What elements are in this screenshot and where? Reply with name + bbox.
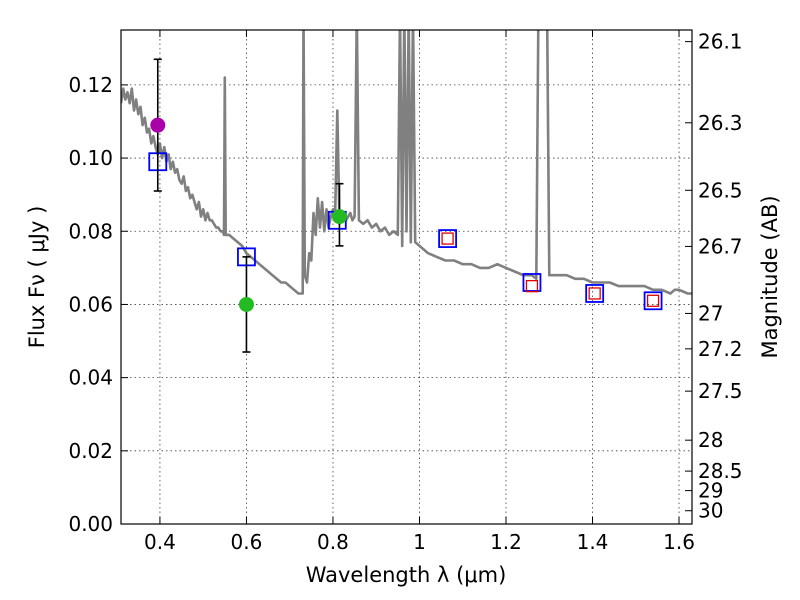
plot-frame: [120, 29, 693, 525]
mag-tick-label: 30: [698, 499, 723, 523]
y-axis-title: Flux Fν ( μJy ): [25, 206, 49, 349]
observed-point: [238, 296, 254, 312]
x-tick-label: 0.6: [231, 530, 263, 554]
y-tick-label: 0.08: [68, 219, 113, 243]
x-axis-title: Wavelength λ (μm): [306, 563, 507, 587]
y-tick-label: 0.06: [68, 292, 113, 316]
mag-tick-label: 26.5: [698, 178, 743, 202]
x-tick-label: 0.8: [317, 530, 349, 554]
observed-nir-square: [525, 279, 539, 293]
x-tick-label: 0.4: [144, 530, 176, 554]
model-photometry-square: [643, 291, 663, 311]
observed-point: [331, 209, 347, 225]
model-photometry-square: [522, 273, 542, 292]
observed-nir-square: [646, 294, 660, 307]
plot-area: [121, 30, 692, 353]
observed-nir-square: [441, 232, 454, 245]
mag-tick-label: 28: [698, 428, 723, 452]
model-photometry-square: [585, 284, 605, 303]
y-axis-right-title: Magnitude (AB): [758, 195, 782, 358]
mag-tick-label: 27.5: [698, 379, 743, 403]
mag-tick-label: 27.2: [698, 337, 743, 361]
y-tick-label: 0.04: [68, 366, 113, 390]
y-tick-label: 0.10: [68, 146, 113, 170]
x-tick-label: 1.6: [663, 530, 695, 554]
mag-tick-label: 26.7: [698, 234, 743, 258]
model-photometry-square: [438, 229, 457, 248]
axes: 0.4 0.6 0.8 1 1.2 1.4 1.6 0.00 0.02 0.04 0.06 0.08 0…: [68, 29, 743, 554]
mag-tick-label: 26.3: [698, 111, 743, 135]
mag-tick-label: 26.1: [698, 30, 743, 54]
observed-nir-square: [588, 287, 601, 300]
x-tick-label: 1.4: [577, 530, 609, 554]
spectrum-line: [121, 30, 692, 295]
observed-point: [150, 117, 166, 133]
mag-tick-label: 28.5: [698, 459, 743, 483]
x-tick-label: 1: [413, 530, 426, 554]
y-tick-label: 0.12: [68, 73, 113, 97]
mag-tick-label: 29: [698, 479, 723, 503]
y-tick-label: 0.00: [68, 512, 113, 536]
mag-tick-label: 27: [698, 301, 723, 325]
y-tick-label: 0.02: [68, 439, 113, 463]
x-tick-label: 1.2: [490, 530, 522, 554]
